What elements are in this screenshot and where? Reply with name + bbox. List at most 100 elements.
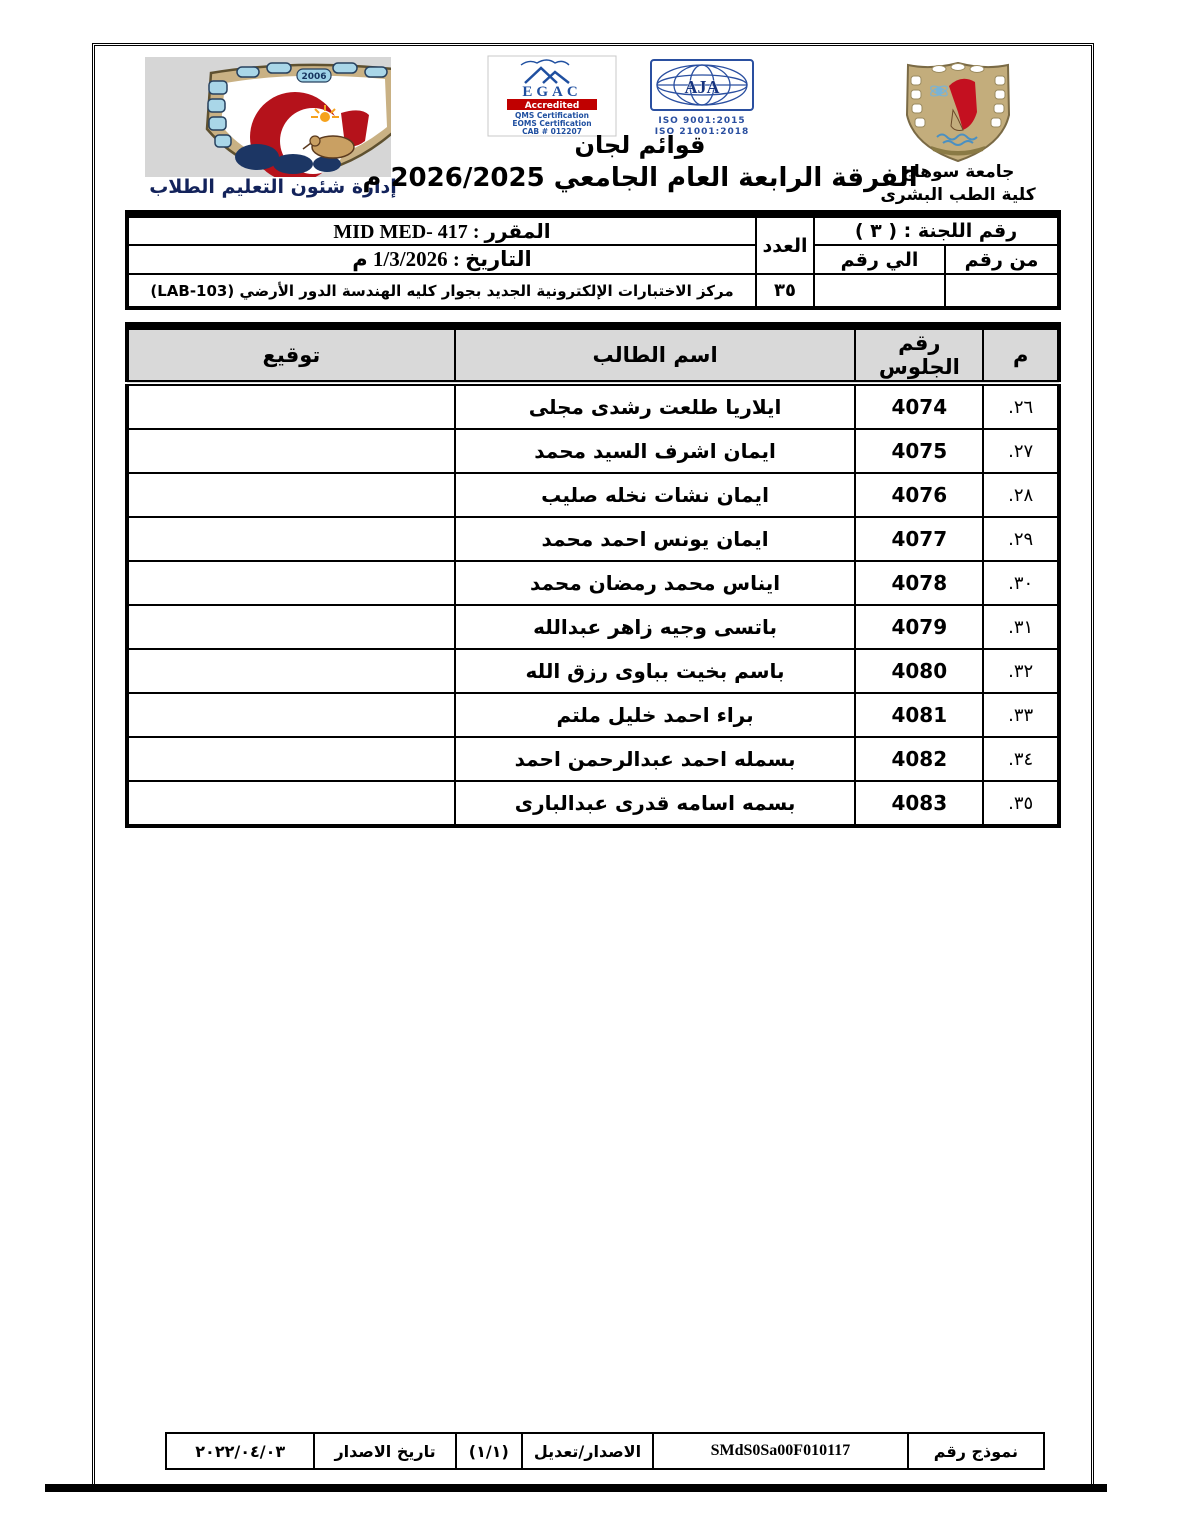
page-title: قوائم لجان	[574, 131, 706, 159]
red-banner-shape	[341, 110, 369, 147]
student-name: ايمان اشرف السيد محمد	[453, 428, 857, 474]
seat-number: 4074	[854, 382, 985, 430]
faculty-of-medicine-logo: Faculty of Medicine 2006	[145, 57, 391, 177]
col-header-signature: توقيع	[126, 325, 456, 386]
ibis-bird-icon	[302, 135, 355, 159]
nile-waves-icon	[936, 133, 978, 146]
seat-number: 4075	[854, 428, 985, 474]
student-name: ايمان نشات نخله صليب	[453, 472, 857, 518]
row-no: ٢٦.	[982, 382, 1060, 430]
pharaoh-face	[950, 108, 964, 131]
student-name: باسم بخيت بباوى رزق الله	[453, 648, 857, 694]
row-no: ٢٧.	[982, 428, 1060, 474]
issue-value: (١/١)	[454, 1432, 523, 1470]
exam-meta-table: رقم اللجنة : ( ٣ ) العدد المقرر : MID ME…	[125, 210, 1062, 310]
to-number-cell: الي رقم	[812, 244, 947, 275]
table-row: ٣٠. 4078 ايناس محمد رمضان محمد	[126, 560, 1060, 606]
university-name: جامعة سوهاج	[901, 162, 1015, 182]
signature-cell	[126, 604, 456, 650]
sohag-university-logo	[905, 61, 1011, 163]
atom-icon	[930, 85, 948, 97]
aja-iso-logo: AJA ISO 9001:2015 ISO 21001:2018	[650, 59, 754, 137]
table-row: ٣١. 4079 باتسى وجيه زاهر عبدالله	[126, 604, 1060, 650]
table-row: ٢٦. 4074 ايلاريا طلعت رشدى مجلى	[126, 382, 1060, 430]
egac-accredited-band	[507, 99, 597, 110]
page-bottom-rule	[45, 1484, 1107, 1492]
seat-number: 4080	[854, 648, 985, 694]
seat-number: 4081	[854, 692, 985, 738]
course-cell: المقرر : MID MED- 417	[126, 213, 757, 246]
table-row: ٣٥. 4083 بسمه اسامه قدرى عبدالبارى	[126, 780, 1060, 827]
egac-line3: CAB # 012207	[522, 127, 582, 136]
student-name: بسمله احمد عبدالرحمن احمد	[453, 736, 857, 782]
students-table: م رقم الجلوس اسم الطالب توقيع ٢٦. 4074 ا…	[125, 322, 1061, 828]
sohag-banner-ribbon	[931, 146, 985, 156]
aja-iso1: ISO 9001:2015	[658, 116, 745, 126]
egac-line2: EOMS Certification	[512, 119, 591, 128]
issue-label: الاصدار/تعديل	[520, 1432, 655, 1470]
seat-number: 4079	[854, 604, 985, 650]
form-number-value: SMdS0Sa00F010117	[652, 1432, 909, 1470]
egac-accreditation-logo: EGAC Accredited QMS Certification EOMS C…	[487, 55, 617, 137]
table-row: ٣٢. 4080 باسم بخيت بباوى رزق الله	[126, 648, 1060, 694]
signature-cell	[126, 780, 456, 827]
exam-location-cell: مركز الاختبارات الإلكترونية الجديد بجوار…	[126, 273, 757, 309]
row-no: ٢٩.	[982, 516, 1060, 562]
signature-cell	[126, 472, 456, 518]
row-no: ٣٤.	[982, 736, 1060, 782]
year-text: 2006	[301, 72, 326, 82]
to-number-value-cell	[812, 273, 947, 309]
table-row: ٣٤. 4082 بسمله احمد عبدالرحمن احمد	[126, 736, 1060, 782]
col-header-no: م	[982, 325, 1060, 386]
row-no: ٣٣.	[982, 692, 1060, 738]
student-name: ايلاريا طلعت رشدى مجلى	[453, 382, 857, 430]
aja-globe-icon	[656, 64, 748, 106]
table-row: ٢٧. 4075 ايمان اشرف السيد محمد	[126, 428, 1060, 474]
page-subtitle: الفرقة الرابعة العام الجامعي 2026/2025 م	[362, 163, 918, 193]
signature-cell	[126, 560, 456, 606]
row-no: ٣٥.	[982, 780, 1060, 827]
shield-stones	[207, 62, 388, 148]
col-header-seat: رقم الجلوس	[854, 325, 985, 386]
egac-name: EGAC	[522, 84, 581, 100]
student-name: ايمان يونس احمد محمد	[453, 516, 857, 562]
sohag-shield-stones	[910, 63, 1006, 128]
egac-mountain-icon	[524, 66, 570, 84]
issue-date-label: تاريخ الاصدار	[313, 1432, 457, 1470]
form-footer-table: نموذج رقم SMdS0Sa00F010117 الاصدار/تعديل…	[164, 1432, 1046, 1470]
signature-cell	[126, 516, 456, 562]
signature-cell	[126, 736, 456, 782]
faculty-name: كلية الطب البشرى	[880, 185, 1036, 205]
left-logo-caption: إدارة شئون التعليم الطلاب	[149, 176, 397, 198]
seat-number: 4077	[854, 516, 985, 562]
table-row: ٣٣. 4081 براء احمد خليل ملتم	[126, 692, 1060, 738]
student-name: ايناس محمد رمضان محمد	[453, 560, 857, 606]
row-no: ٣١.	[982, 604, 1060, 650]
aja-name: AJA	[685, 77, 720, 97]
from-number-value-cell	[944, 273, 1061, 309]
sun-rays-icon	[311, 105, 339, 122]
table-row: ٢٨. 4076 ايمان نشات نخله صليب	[126, 472, 1060, 518]
row-no: ٣٢.	[982, 648, 1060, 694]
aja-iso2: ISO 21001:2018	[655, 127, 750, 137]
student-name: براء احمد خليل ملتم	[453, 692, 857, 738]
col-header-name: اسم الطالب	[453, 325, 857, 386]
right-logo-caption: جامعة سوهاج كلية الطب البشرى	[878, 161, 1038, 207]
year-pill	[296, 68, 332, 83]
egac-box	[487, 55, 617, 137]
count-value-cell: ٣٥	[755, 273, 815, 309]
row-no: ٢٨.	[982, 472, 1060, 518]
table-row: ٢٩. 4077 ايمان يونس احمد محمد	[126, 516, 1060, 562]
egac-line1: QMS Certification	[515, 111, 589, 120]
table-header-row: م رقم الجلوس اسم الطالب توقيع	[126, 325, 1060, 386]
page-border-frame	[92, 43, 1094, 1489]
committee-number-cell: رقم اللجنة : ( ٣ )	[812, 213, 1061, 246]
seat-number: 4076	[854, 472, 985, 518]
from-number-cell: من رقم	[944, 244, 1061, 275]
signature-cell	[126, 692, 456, 738]
signature-cell	[126, 648, 456, 694]
seat-number: 4082	[854, 736, 985, 782]
egac-accredited-text: Accredited	[525, 101, 580, 111]
count-label-cell: العدد	[755, 213, 815, 275]
